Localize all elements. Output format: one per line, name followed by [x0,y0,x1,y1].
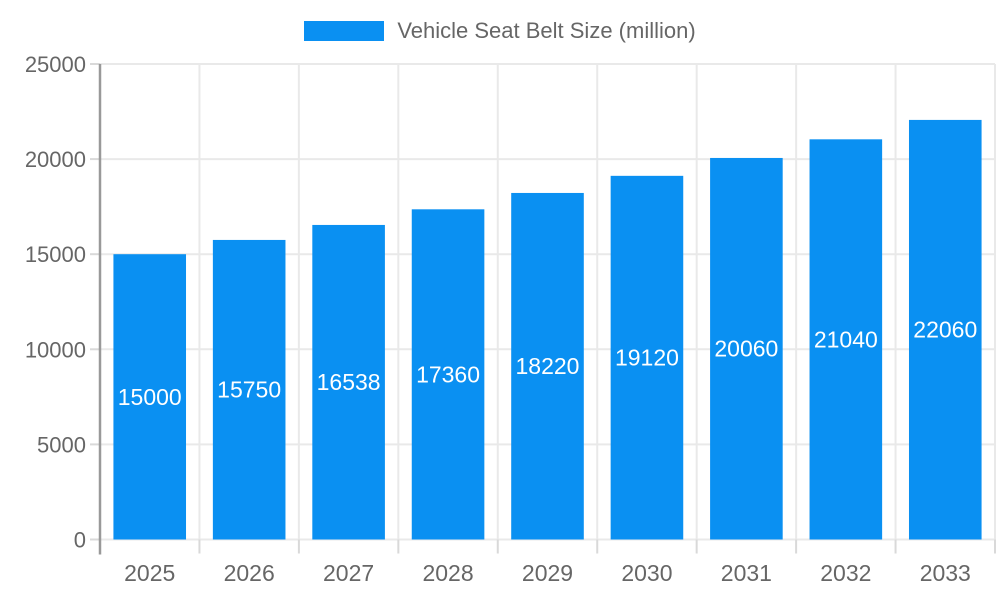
legend[interactable]: Vehicle Seat Belt Size (million) [0,20,1000,42]
x-axis-tick-label: 2025 [124,560,175,586]
bar-value-label: 15000 [118,384,182,410]
y-axis-tick-label: 5000 [37,432,86,457]
bar-2033 [908,119,982,540]
bar-2026 [212,239,286,540]
bar-value-label: 18220 [516,353,580,379]
bar-2027 [312,224,385,540]
bar-2029 [511,192,584,540]
bar-value-label: 21040 [814,326,878,352]
y-axis-tick-label: 20000 [25,147,86,172]
bar-value-label: 19120 [615,345,679,371]
x-axis-tick-label: 2031 [721,560,772,586]
bar-value-label: 17360 [416,361,480,387]
bar-2028 [411,209,485,540]
x-axis-tick-label: 2033 [920,560,971,586]
x-axis-tick-label: 2027 [323,560,374,586]
x-axis-tick-label: 2030 [621,560,672,586]
bar-value-label: 22060 [913,317,977,343]
legend-swatch[interactable] [304,21,385,41]
bar-2032 [809,139,883,540]
bar-value-label: 15750 [217,377,281,403]
y-axis-tick-label: 10000 [25,337,86,362]
bar-2031 [710,157,783,540]
x-axis-tick-label: 2029 [522,560,573,586]
y-axis-tick-label: 15000 [25,242,86,267]
bar-2025 [113,254,187,540]
legend-label: Vehicle Seat Belt Size (million) [397,18,696,43]
bar-2030 [610,175,684,540]
x-axis-tick-label: 2032 [820,560,871,586]
bar-value-label: 16538 [317,369,381,395]
x-axis-tick-label: 2026 [224,560,275,586]
bar-value-label: 20060 [714,336,778,362]
x-axis-tick-label: 2028 [422,560,473,586]
y-axis-tick-label: 0 [74,528,86,553]
y-axis-tick-label: 25000 [25,52,86,77]
